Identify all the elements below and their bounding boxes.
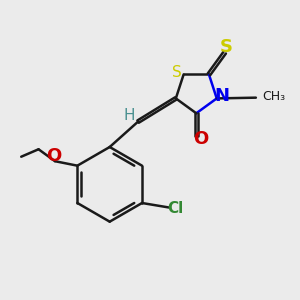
- Text: H: H: [123, 108, 135, 123]
- Text: N: N: [214, 87, 230, 105]
- Text: O: O: [46, 147, 61, 165]
- Text: S: S: [172, 65, 182, 80]
- Text: S: S: [220, 38, 233, 56]
- Text: Cl: Cl: [167, 201, 184, 216]
- Text: CH₃: CH₃: [262, 90, 285, 103]
- Text: O: O: [194, 130, 209, 148]
